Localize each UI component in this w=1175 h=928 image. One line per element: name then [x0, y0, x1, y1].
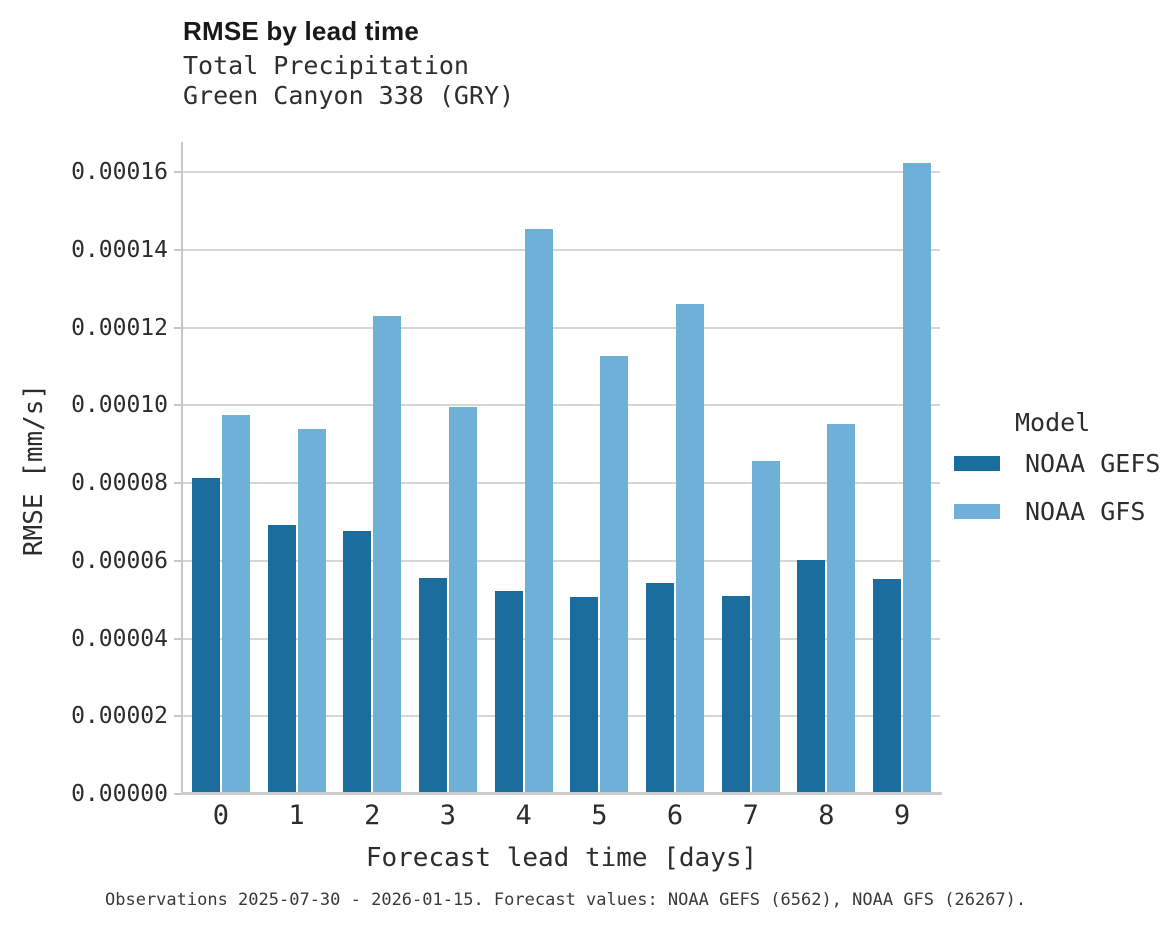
legend-item-gfs: NOAA GFS	[954, 497, 1160, 526]
x-tick-label: 6	[666, 800, 684, 831]
x-tick-label: 9	[894, 800, 911, 831]
x-axis-line	[181, 792, 942, 795]
y-tick-mark	[174, 559, 181, 562]
y-tick-label: 0.00006	[71, 547, 168, 574]
gridline	[183, 715, 940, 718]
y-tick-label: 0.00002	[71, 703, 168, 730]
y-tick-label: 0.00008	[71, 470, 168, 497]
chart-subtitle-variable: Total Precipitation	[183, 51, 469, 80]
bar-gfs-day-5	[600, 355, 629, 794]
y-tick-label: 0.00014	[71, 236, 168, 263]
bar-gfs-day-1	[297, 428, 326, 794]
bar-gefs-day-9	[873, 579, 902, 794]
bar-gefs-day-0	[191, 478, 220, 794]
y-tick-mark	[174, 248, 181, 251]
legend-swatch-gefs	[954, 456, 1000, 471]
bar-gefs-day-1	[267, 525, 296, 794]
y-tick-mark	[174, 326, 181, 329]
x-tick-label: 8	[818, 800, 835, 831]
bar-gefs-day-3	[418, 577, 447, 794]
bar-gfs-day-8	[827, 424, 856, 794]
bar-gfs-day-9	[903, 163, 932, 794]
chart-title: RMSE by lead time	[183, 16, 420, 46]
bar-gefs-day-8	[797, 560, 826, 794]
gridline	[183, 637, 940, 640]
y-tick-mark	[174, 482, 181, 485]
legend-label-gfs: NOAA GFS	[1025, 497, 1146, 526]
bar-gefs-day-6	[646, 582, 675, 794]
x-tick-label: 2	[364, 800, 381, 831]
x-tick-label: 1	[288, 800, 305, 831]
legend-swatch-gfs	[954, 504, 1000, 519]
bar-gefs-day-7	[721, 595, 750, 794]
x-tick-label: 5	[591, 800, 608, 831]
x-tick-label: 3	[439, 800, 457, 831]
legend-title: Model	[1015, 408, 1091, 437]
y-tick-mark	[174, 715, 181, 718]
bar-gfs-day-3	[448, 407, 477, 794]
y-tick-label: 0.00000	[71, 781, 168, 807]
bar-gefs-day-5	[570, 596, 599, 794]
legend-item-gefs: NOAA GEFS	[954, 449, 1160, 478]
y-tick-mark	[174, 171, 181, 174]
footnote: Observations 2025-07-30 - 2026-01-15. Fo…	[105, 890, 1027, 910]
bar-gefs-day-4	[494, 590, 523, 794]
bar-gefs-day-2	[343, 530, 372, 794]
y-tick-label: 0.00016	[71, 159, 168, 186]
legend: Model NOAA GEFS NOAA GFS	[954, 408, 1160, 545]
bar-gfs-day-0	[221, 414, 250, 794]
x-tick-label: 4	[515, 800, 532, 831]
y-tick-label: 0.00012	[71, 314, 168, 341]
bar-gfs-day-7	[751, 460, 780, 794]
gridline	[183, 248, 940, 251]
y-tick-mark	[174, 793, 181, 795]
gridline	[183, 482, 940, 485]
y-tick-mark	[174, 404, 181, 407]
chart-subtitle-location: Green Canyon 338 (GRY)	[183, 81, 515, 110]
gridline	[183, 559, 940, 562]
bar-gfs-day-6	[676, 303, 705, 794]
x-axis-title: Forecast lead time [days]	[365, 843, 758, 873]
y-axis-spine	[181, 142, 183, 795]
gridline	[183, 404, 940, 407]
x-tick-label: 7	[742, 800, 759, 831]
y-tick-label: 0.00004	[71, 625, 168, 652]
y-tick-mark	[174, 637, 181, 640]
gridline	[183, 171, 940, 174]
y-tick-label: 0.00010	[71, 392, 168, 419]
legend-label-gefs: NOAA GEFS	[1025, 449, 1161, 478]
bar-gfs-day-2	[373, 315, 402, 794]
bar-gfs-day-4	[524, 228, 553, 794]
gridline	[183, 326, 940, 329]
x-tick-label: 0	[212, 800, 229, 831]
